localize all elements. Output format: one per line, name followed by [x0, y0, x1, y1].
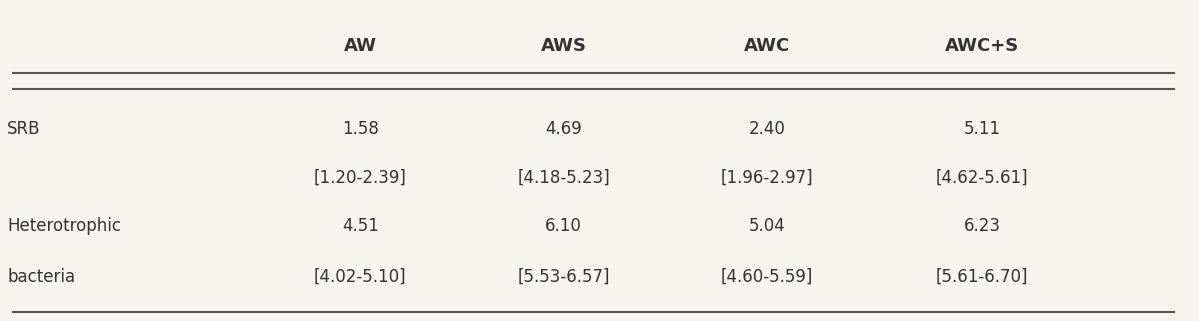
- Text: [1.20-2.39]: [1.20-2.39]: [314, 169, 406, 187]
- Text: SRB: SRB: [7, 120, 41, 138]
- Text: [4.18-5.23]: [4.18-5.23]: [517, 169, 610, 187]
- Text: [5.53-6.57]: [5.53-6.57]: [517, 268, 610, 286]
- Text: AWC+S: AWC+S: [945, 37, 1019, 55]
- Text: AWC: AWC: [743, 37, 790, 55]
- Text: 5.11: 5.11: [964, 120, 1001, 138]
- Text: [1.96-2.97]: [1.96-2.97]: [721, 169, 813, 187]
- Text: 5.04: 5.04: [748, 217, 785, 235]
- Text: [4.62-5.61]: [4.62-5.61]: [936, 169, 1029, 187]
- Text: 6.10: 6.10: [546, 217, 582, 235]
- Text: bacteria: bacteria: [7, 268, 76, 286]
- Text: 4.69: 4.69: [546, 120, 582, 138]
- Text: 4.51: 4.51: [342, 217, 379, 235]
- Text: 2.40: 2.40: [748, 120, 785, 138]
- Text: [5.61-6.70]: [5.61-6.70]: [936, 268, 1029, 286]
- Text: 1.58: 1.58: [342, 120, 379, 138]
- Text: Heterotrophic: Heterotrophic: [7, 217, 121, 235]
- Text: AWS: AWS: [541, 37, 586, 55]
- Text: [4.60-5.59]: [4.60-5.59]: [721, 268, 813, 286]
- Text: 6.23: 6.23: [964, 217, 1001, 235]
- Text: [4.02-5.10]: [4.02-5.10]: [314, 268, 406, 286]
- Text: AW: AW: [344, 37, 376, 55]
